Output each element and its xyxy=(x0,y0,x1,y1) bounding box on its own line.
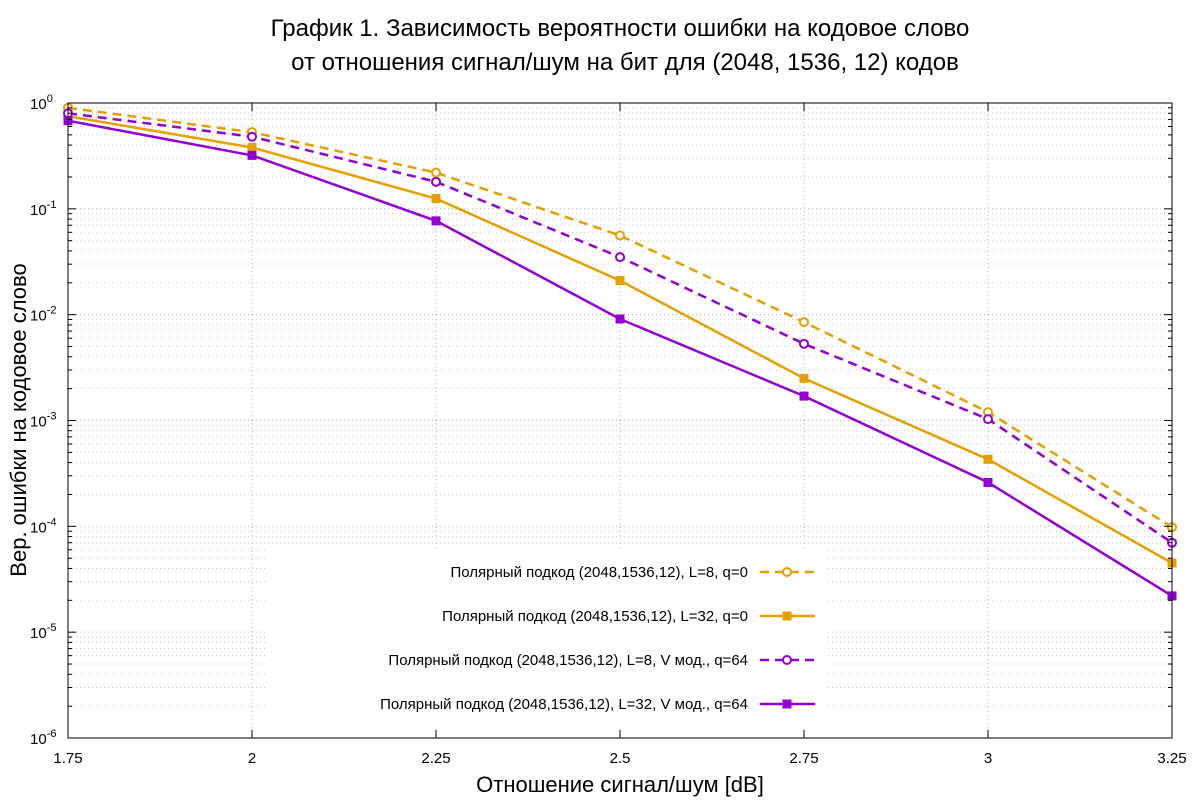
y-tick-label: 100 xyxy=(30,93,53,113)
data-point xyxy=(983,454,993,464)
y-tick-exponent: -4 xyxy=(47,516,57,528)
data-point xyxy=(615,252,625,263)
chart-title-line-2: от отношения сигнал/шум на бит для (2048… xyxy=(291,49,959,76)
x-tick-label: 2.5 xyxy=(610,750,631,767)
y-tick-label: 10-3 xyxy=(30,411,56,431)
y-tick-exponent: -2 xyxy=(47,305,57,317)
y-tick-base: 10 xyxy=(30,414,47,431)
y-axis-label: Вер. ошибки на кодовое слово xyxy=(6,263,31,576)
data-point xyxy=(615,230,625,241)
x-tick-label: 1.75 xyxy=(53,750,82,767)
legend-box xyxy=(268,548,828,728)
y-tick-base: 10 xyxy=(30,202,47,219)
data-point xyxy=(799,373,809,383)
y-tick-exponent: -6 xyxy=(47,728,57,740)
legend-marker xyxy=(782,567,792,577)
y-tick-base: 10 xyxy=(30,96,47,113)
legend-label: Полярный подкод (2048,1536,12), L=32, q=… xyxy=(442,608,748,625)
y-tick-label: 10-2 xyxy=(30,305,56,325)
legend: Полярный подкод (2048,1536,12), L=8, q=0… xyxy=(268,548,828,728)
chart-title-line-1: График 1. Зависимость вероятности ошибки… xyxy=(271,15,970,42)
axis-ticks: 1.75 2 2.25 2.5 2.75 3 3.2510010-110-210-310-4… xyxy=(30,93,1187,767)
legend-marker xyxy=(782,655,792,665)
y-tick-label: 10-6 xyxy=(30,728,56,748)
y-tick-label: 10-4 xyxy=(30,516,56,536)
y-tick-exponent: -3 xyxy=(47,411,57,423)
legend-label: Полярный подкод (2048,1536,12), L=32, V … xyxy=(380,696,748,713)
y-tick-label: 10-5 xyxy=(30,622,56,642)
data-point xyxy=(247,131,257,142)
data-point xyxy=(431,167,441,178)
y-tick-exponent: 0 xyxy=(47,93,53,105)
data-point xyxy=(247,150,257,160)
x-tick-label: 2.25 xyxy=(421,750,450,767)
data-point xyxy=(799,317,809,328)
y-tick-base: 10 xyxy=(30,308,47,325)
y-tick-exponent: -1 xyxy=(47,199,57,211)
x-tick-label: 2.75 xyxy=(789,750,818,767)
x-tick-label: 2 xyxy=(248,750,256,767)
data-point xyxy=(615,276,625,286)
data-point xyxy=(983,414,993,425)
x-tick-label: 3.25 xyxy=(1157,750,1186,767)
data-point xyxy=(431,194,441,204)
data-point xyxy=(247,142,257,152)
y-tick-label: 10-1 xyxy=(30,199,56,219)
legend-label: Полярный подкод (2048,1536,12), L=8, q=0 xyxy=(451,564,748,581)
x-tick-label: 3 xyxy=(984,750,992,767)
legend-marker xyxy=(782,699,792,709)
data-point xyxy=(431,216,441,226)
y-tick-exponent: -5 xyxy=(47,622,57,634)
x-axis-label: Отношение сигнал/шум [dB] xyxy=(476,772,764,797)
data-point xyxy=(799,391,809,401)
data-point xyxy=(799,338,809,349)
data-point xyxy=(615,314,625,324)
y-tick-base: 10 xyxy=(30,625,47,642)
y-tick-base: 10 xyxy=(30,519,47,536)
data-point xyxy=(983,477,993,487)
legend-marker xyxy=(782,611,792,621)
y-tick-base: 10 xyxy=(30,731,47,748)
data-point xyxy=(431,176,441,187)
legend-label: Полярный подкод (2048,1536,12), L=8, V м… xyxy=(388,652,748,669)
